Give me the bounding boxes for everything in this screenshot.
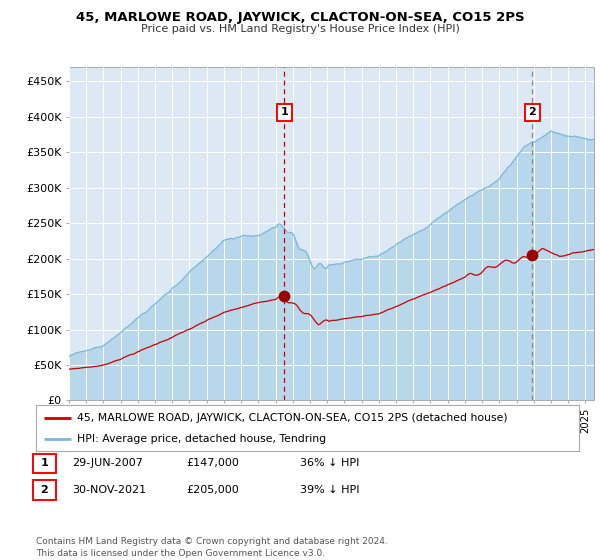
Point xyxy=(527,250,537,259)
Text: 1: 1 xyxy=(41,458,48,468)
Text: £205,000: £205,000 xyxy=(186,485,239,495)
Text: 2: 2 xyxy=(41,485,48,495)
Text: 1: 1 xyxy=(280,107,288,117)
Text: 39% ↓ HPI: 39% ↓ HPI xyxy=(300,485,359,495)
Text: 45, MARLOWE ROAD, JAYWICK, CLACTON-ON-SEA, CO15 2PS: 45, MARLOWE ROAD, JAYWICK, CLACTON-ON-SE… xyxy=(76,11,524,24)
Text: 2: 2 xyxy=(529,107,536,117)
Text: £147,000: £147,000 xyxy=(186,458,239,468)
Text: 30-NOV-2021: 30-NOV-2021 xyxy=(72,485,146,495)
Text: Price paid vs. HM Land Registry's House Price Index (HPI): Price paid vs. HM Land Registry's House … xyxy=(140,24,460,34)
Text: HPI: Average price, detached house, Tendring: HPI: Average price, detached house, Tend… xyxy=(77,435,326,444)
Text: 29-JUN-2007: 29-JUN-2007 xyxy=(72,458,143,468)
Point xyxy=(280,292,289,301)
Text: 45, MARLOWE ROAD, JAYWICK, CLACTON-ON-SEA, CO15 2PS (detached house): 45, MARLOWE ROAD, JAYWICK, CLACTON-ON-SE… xyxy=(77,413,508,423)
Text: Contains HM Land Registry data © Crown copyright and database right 2024.
This d: Contains HM Land Registry data © Crown c… xyxy=(36,537,388,558)
Text: 36% ↓ HPI: 36% ↓ HPI xyxy=(300,458,359,468)
